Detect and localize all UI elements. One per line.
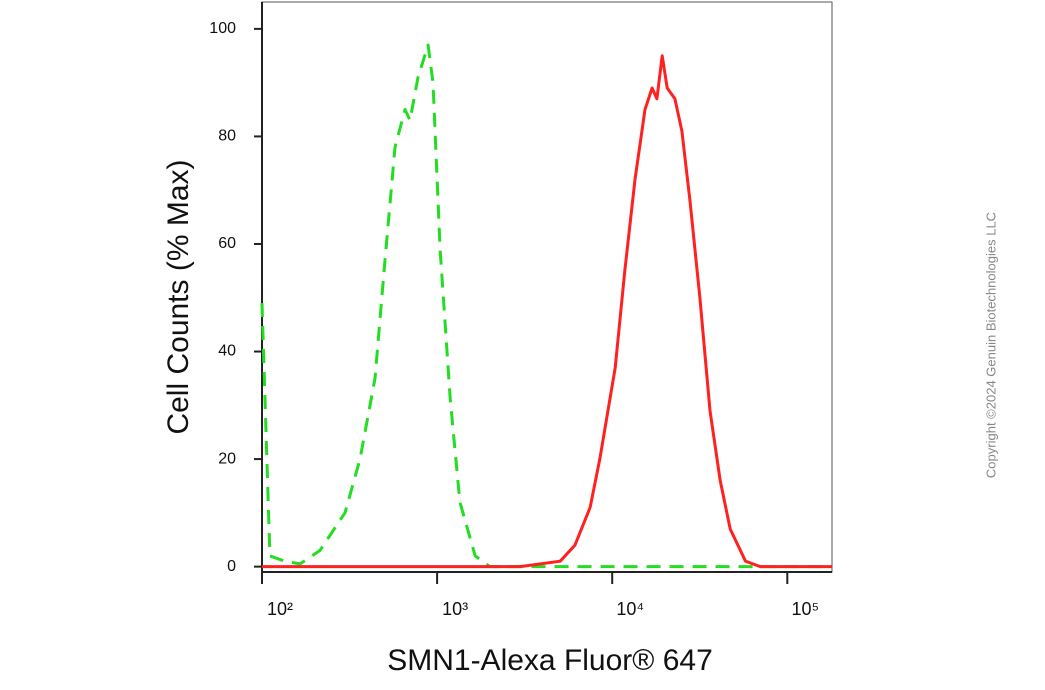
watermark: Copyright ©2024 Genuin Biotechnologies L…	[983, 212, 998, 478]
y-tick-label: 60	[218, 235, 236, 252]
series-line	[260, 43, 832, 569]
y-tick-label: 0	[227, 558, 236, 575]
x-tick-label: 10⁴	[616, 599, 644, 619]
x-tick-label: 10²	[267, 599, 293, 619]
x-tick-label: 10³	[442, 599, 468, 619]
y-axis-label: Cell Counts (% Max)	[162, 159, 195, 434]
x-tick-label: 10⁵	[792, 599, 819, 619]
y-tick-label: 100	[209, 20, 236, 37]
y-tick-label: 40	[218, 343, 236, 360]
x-axis-label: SMN1-Alexa Fluor® 647	[387, 644, 713, 677]
y-tick-label: 80	[218, 128, 236, 145]
y-tick-label: 20	[218, 450, 236, 467]
series-line	[262, 54, 832, 569]
plot-frame	[261, 1, 833, 573]
